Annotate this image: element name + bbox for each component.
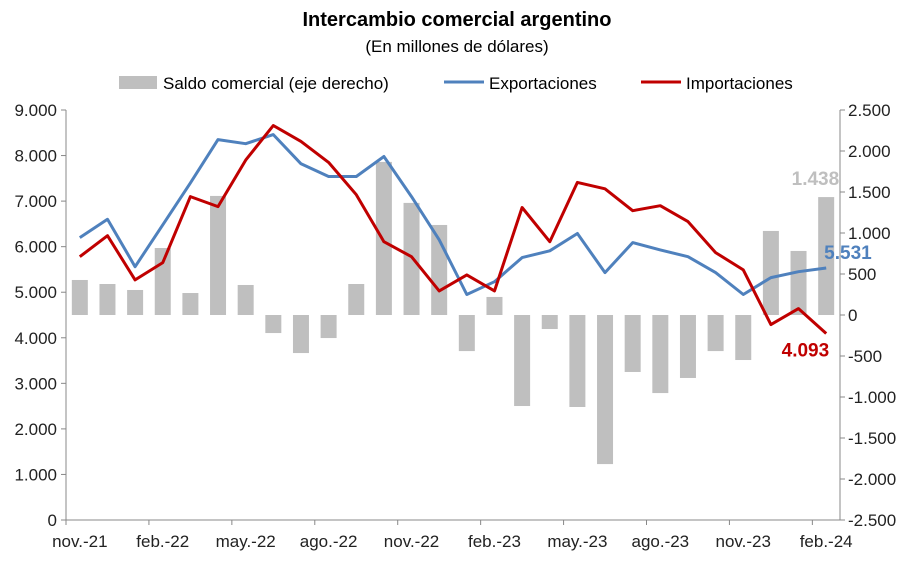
right-tick-label: 0 <box>848 306 857 325</box>
bar-saldo <box>99 284 116 315</box>
chart-subtitle: (En millones de dólares) <box>365 37 548 56</box>
right-tick-label: 2.000 <box>848 142 891 161</box>
right-tick-label: -2.000 <box>848 470 896 489</box>
bar-saldo <box>541 315 558 330</box>
legend-swatch-saldo <box>119 76 157 89</box>
bar-saldo <box>652 315 669 394</box>
bar-saldo <box>182 293 199 315</box>
x-tick-label: nov.-22 <box>384 532 439 551</box>
left-tick-label: 9.000 <box>14 101 57 120</box>
bar-saldo <box>265 315 282 334</box>
bar-saldo <box>790 250 807 315</box>
legend-label-exportaciones: Exportaciones <box>489 74 597 93</box>
bar-saldo <box>735 315 752 361</box>
bar-saldo <box>348 284 365 315</box>
chart-title: Intercambio comercial argentino <box>303 9 612 31</box>
bars-saldo <box>71 161 835 465</box>
left-tick-label: 4.000 <box>14 329 57 348</box>
left-tick-label: 7.000 <box>14 192 57 211</box>
bar-saldo <box>569 315 586 408</box>
label-importaciones-last: 4.093 <box>782 341 830 362</box>
left-tick-label: 1.000 <box>14 465 57 484</box>
bar-saldo <box>71 279 88 315</box>
line-importaciones <box>78 124 828 335</box>
legend-label-saldo: Saldo comercial (eje derecho) <box>163 74 389 93</box>
bar-saldo <box>486 296 503 315</box>
right-tick-label: 1.500 <box>848 183 891 202</box>
right-tick-label: -500 <box>848 347 882 366</box>
bar-saldo <box>237 284 254 315</box>
left-tick-label: 2.000 <box>14 420 57 439</box>
bar-saldo <box>320 315 337 339</box>
label-saldo-last: 1.438 <box>792 169 840 190</box>
x-tick-label: feb.-22 <box>136 532 189 551</box>
x-tick-label: ago.-23 <box>631 532 689 551</box>
x-tick-label: ago.-22 <box>300 532 358 551</box>
right-tick-label: -1.500 <box>848 429 896 448</box>
x-tick-label: feb.-24 <box>800 532 853 551</box>
x-tick-label: may.-22 <box>216 532 276 551</box>
bar-saldo <box>762 230 779 315</box>
data-labels: 1.438 5.531 4.093 <box>782 169 873 361</box>
left-tick-label: 3.000 <box>14 374 57 393</box>
left-tick-label: 0 <box>48 511 57 530</box>
x-tick-label: nov.-21 <box>52 532 107 551</box>
right-tick-label: 1.000 <box>848 224 891 243</box>
bar-saldo <box>375 161 392 315</box>
right-tick-label: -2.500 <box>848 511 896 530</box>
legend-label-importaciones: Importaciones <box>686 74 793 93</box>
bar-saldo <box>292 315 309 354</box>
bar-saldo <box>818 197 835 315</box>
axes: 0 1.000 2.000 3.000 4.000 5.000 6.000 7.000 8.00… <box>14 101 896 551</box>
lines <box>78 124 828 335</box>
right-tick-label: 500 <box>848 265 876 284</box>
legend: Saldo comercial (eje derecho) Exportacio… <box>119 74 793 93</box>
label-exportaciones-last: 5.531 <box>824 243 872 264</box>
x-tick-label: may.-23 <box>547 532 607 551</box>
bar-saldo <box>679 315 696 378</box>
bar-saldo <box>597 315 614 465</box>
bar-saldo <box>458 315 475 352</box>
bar-saldo <box>624 315 641 372</box>
right-tick-label: 2.500 <box>848 101 891 120</box>
bar-saldo <box>707 315 724 352</box>
left-tick-label: 5.000 <box>14 283 57 302</box>
x-tick-label: feb.-23 <box>468 532 521 551</box>
x-tick-label: nov.-23 <box>716 532 771 551</box>
line-exportaciones <box>78 133 827 296</box>
bar-saldo <box>127 289 144 315</box>
left-tick-label: 6.000 <box>14 238 57 257</box>
left-tick-label: 8.000 <box>14 147 57 166</box>
bar-saldo <box>154 248 171 315</box>
right-tick-label: -1.000 <box>848 388 896 407</box>
bar-saldo <box>210 195 227 315</box>
bar-saldo <box>514 315 531 407</box>
